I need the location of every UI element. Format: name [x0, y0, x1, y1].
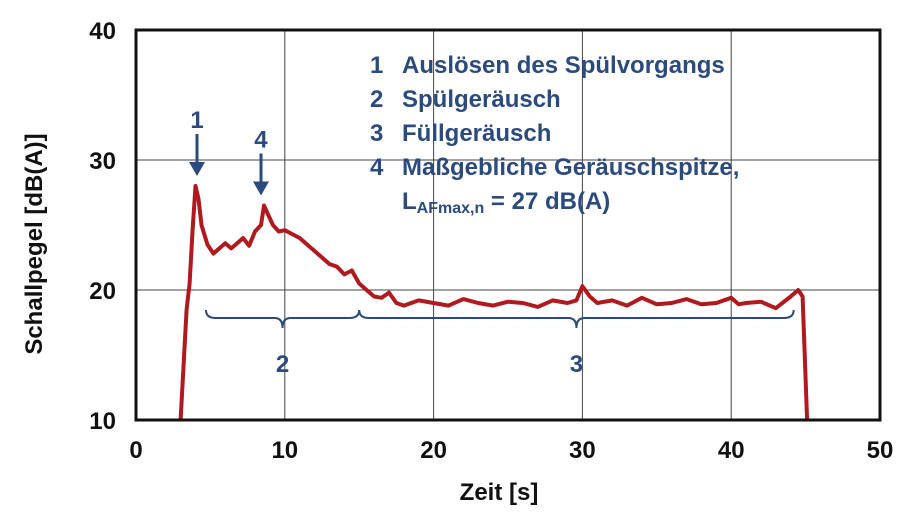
brace-label-2: 2 [276, 351, 289, 378]
legend-text: Maßgebliche Geräuschspitze, [402, 154, 739, 181]
series-line [178, 184, 810, 421]
x-axis-title: Zeit [s] [460, 479, 539, 506]
plot-frame [134, 28, 882, 422]
arrow-head-4 [252, 181, 269, 196]
x-tick-label: 0 [129, 437, 142, 464]
arrow-label-1: 1 [190, 107, 203, 134]
tick-labels: 0 10 20 30 40 50 10 20 30 40 [89, 18, 893, 464]
brace-label-3: 3 [570, 351, 583, 378]
y-tick-label: 20 [89, 278, 116, 305]
legend-text: Spülgeräusch [402, 86, 561, 113]
legend-number: 3 [370, 120, 383, 147]
arrow-label-4: 4 [254, 127, 268, 154]
legend: 1 Auslösen des Spülvorgangs 2 Spülgeräusch 3… [370, 52, 739, 217]
x-tick-label: 10 [271, 437, 298, 464]
peak-arrows: 14 [189, 107, 269, 196]
y-tick-label: 10 [89, 408, 116, 435]
x-tick-label: 50 [867, 437, 894, 464]
legend-number: 4 [370, 154, 384, 181]
legend-text: Auslösen des Spülvorgangs [402, 52, 725, 79]
legend-number: 1 [370, 52, 383, 79]
y-axis-title: Schallpegel [dB(A)] [21, 133, 48, 354]
brace-3 [358, 309, 795, 329]
x-tick-label: 20 [420, 437, 447, 464]
legend-formula: LAFmax,n = 27 dB(A) [402, 188, 610, 217]
brace-2 [204, 309, 361, 329]
x-tick-label: 40 [718, 437, 745, 464]
y-tick-label: 30 [89, 148, 116, 175]
legend-text: Füllgeräusch [402, 120, 551, 147]
arrow-head-1 [189, 162, 206, 176]
series-layer [178, 184, 810, 421]
x-tick-label: 30 [569, 437, 596, 464]
legend-number: 2 [370, 86, 383, 113]
y-tick-label: 40 [89, 18, 116, 45]
